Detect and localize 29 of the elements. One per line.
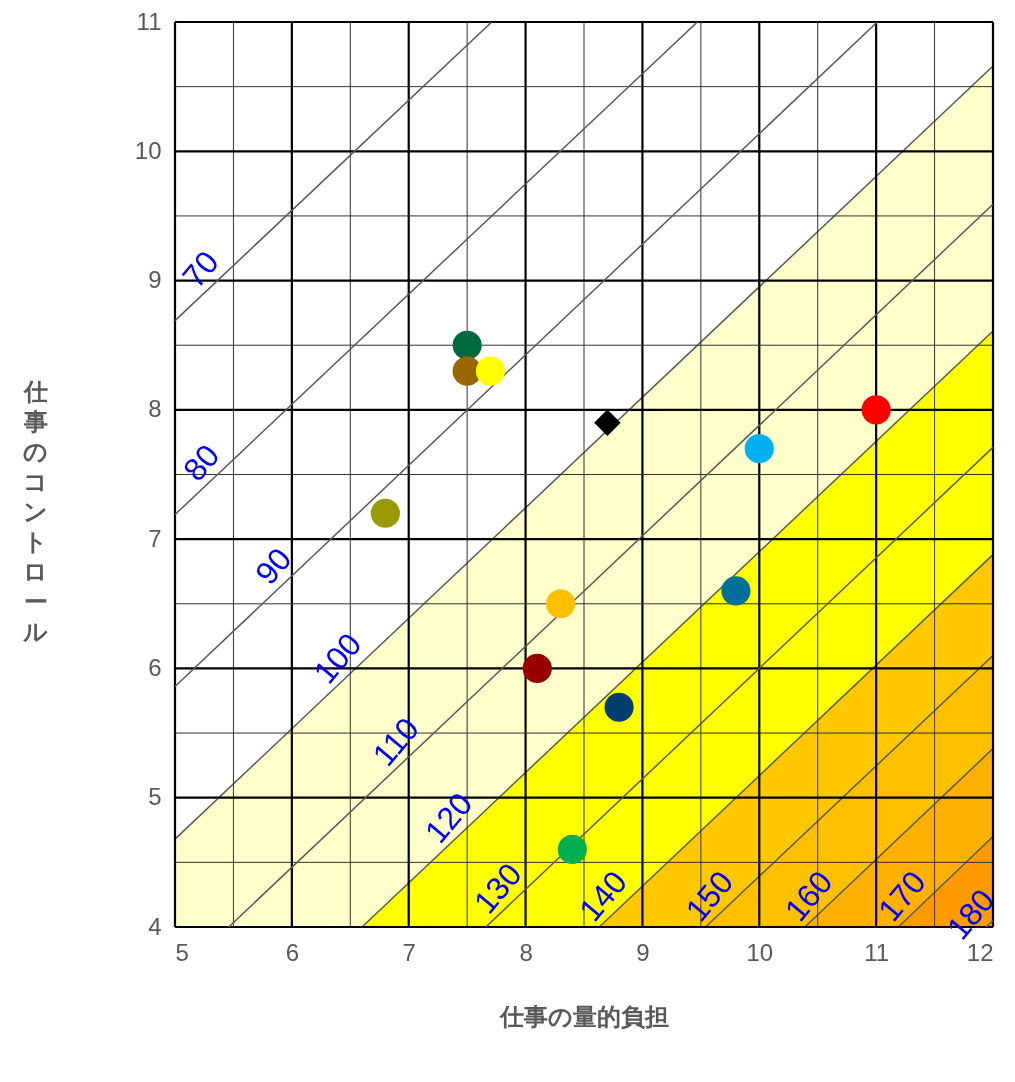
y-tick-label: 4 — [148, 912, 162, 940]
text: 130 — [466, 856, 529, 921]
text: 140 — [572, 864, 634, 929]
x-tick-label: 7 — [402, 938, 416, 966]
x-tick-label: 8 — [519, 938, 533, 966]
y-tick-label: 7 — [148, 524, 162, 552]
y-tick-label: 5 — [148, 783, 162, 811]
text: 100 — [306, 626, 369, 691]
x-tick-label: 11 — [864, 938, 890, 966]
text: 仕事のコントロール — [23, 377, 48, 645]
y-tick-label: 9 — [148, 266, 162, 294]
text: 110 — [365, 710, 426, 773]
x-tick-label: 5 — [175, 938, 189, 966]
x-tick-label: 12 — [966, 938, 994, 966]
text: 70 — [175, 244, 226, 295]
text: 160 — [777, 864, 840, 929]
y-tick-label: 10 — [134, 136, 162, 164]
text: 150 — [678, 864, 741, 929]
x-tick-label: 9 — [636, 938, 650, 966]
text: 170 — [871, 864, 933, 929]
x-axis-title: 仕事の量的負担 — [499, 1002, 669, 1030]
y-tick-label: 6 — [148, 653, 162, 681]
text: 120 — [417, 785, 480, 850]
y-tick-label: 8 — [148, 395, 162, 423]
text: 80 — [175, 437, 227, 488]
text: 90 — [248, 540, 299, 592]
y-tick-label: 11 — [136, 7, 162, 35]
x-tick-label: 10 — [746, 938, 774, 966]
x-tick-label: 6 — [285, 938, 300, 966]
